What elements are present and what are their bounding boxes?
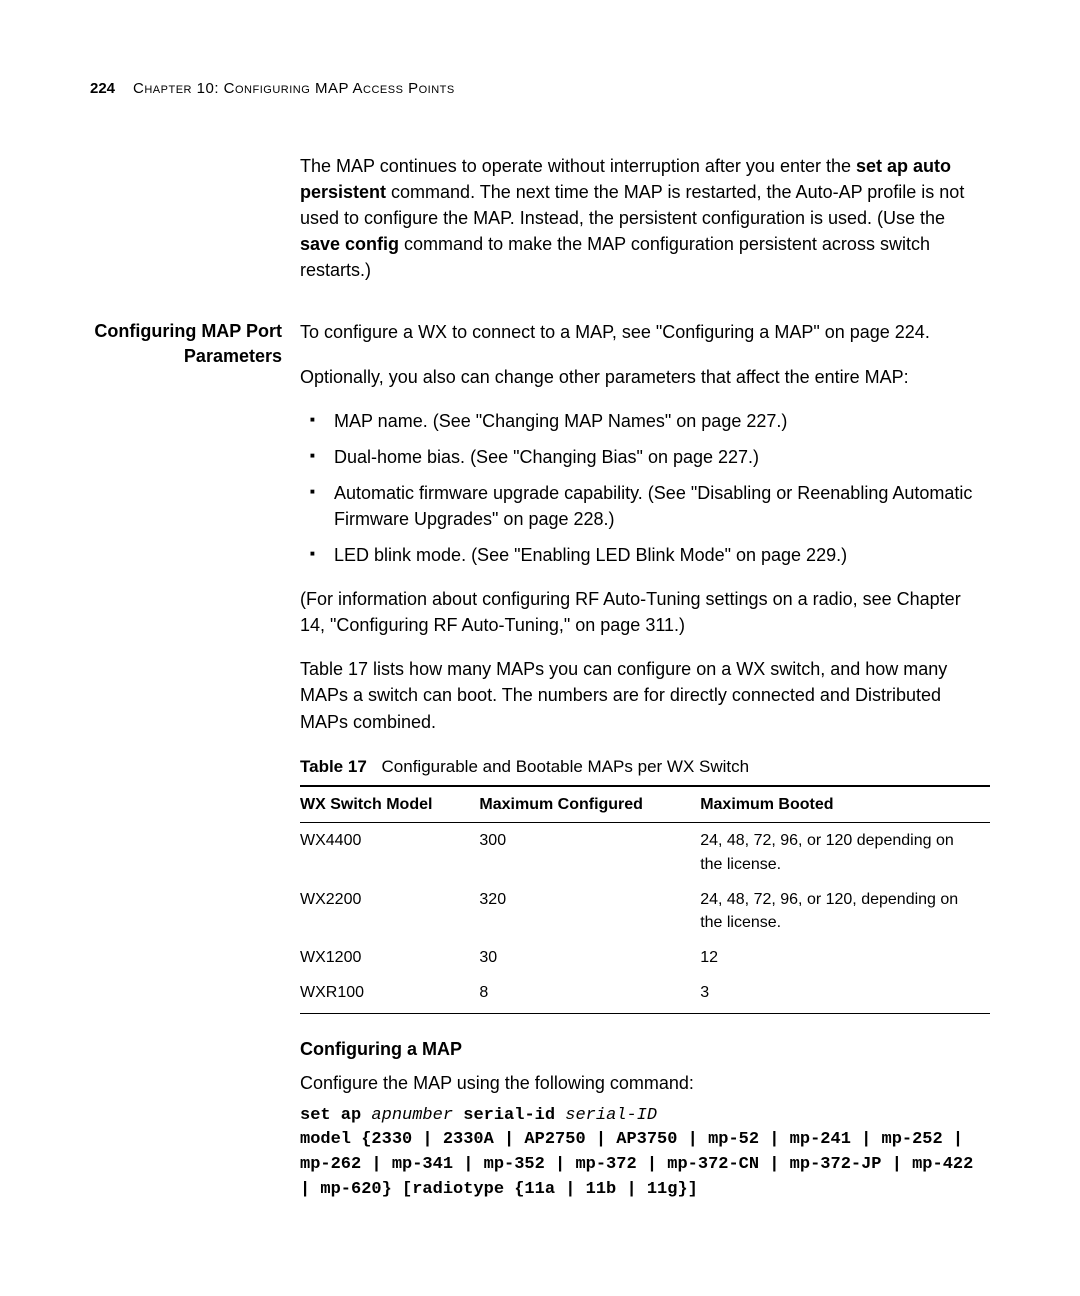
configmap-lead: Configure the MAP using the following co… — [300, 1070, 990, 1096]
side-heading: Configuring MAP Port Parameters — [90, 319, 300, 368]
list-item: LED blink mode. (See "Enabling LED Blink… — [322, 542, 990, 568]
cmd-arg: serial-ID — [565, 1106, 657, 1125]
table-cell: WX2200 — [300, 882, 479, 940]
page-number: 224 — [90, 80, 115, 97]
table-row: WX1200 30 12 — [300, 940, 990, 975]
chapter-title: Chapter 10: Configuring MAP Access Point… — [133, 80, 455, 97]
table-cell: 30 — [479, 940, 700, 975]
table-col-header: Maximum Configured — [479, 786, 700, 823]
table-cell: 24, 48, 72, 96, or 120 depending on the … — [700, 823, 990, 882]
table-cell: 24, 48, 72, 96, or 120, depending on the… — [700, 882, 990, 940]
table-cell: WXR100 — [300, 975, 479, 1013]
maps-table: WX Switch Model Maximum Configured Maxim… — [300, 785, 990, 1013]
table-cell: 8 — [479, 975, 700, 1013]
table-cell: 3 — [700, 975, 990, 1013]
table-caption: Table 17 Configurable and Bootable MAPs … — [300, 755, 990, 780]
table-cell: 320 — [479, 882, 700, 940]
table-caption-text: Configurable and Bootable MAPs per WX Sw… — [382, 757, 750, 776]
intro-paragraph: The MAP continues to operate without int… — [300, 153, 990, 283]
table-cell: WX4400 — [300, 823, 479, 882]
cmd-kw: serial-id — [453, 1106, 565, 1125]
side-heading-line2: Parameters — [184, 346, 282, 366]
page: 224 Chapter 10: Configuring MAP Access P… — [0, 0, 1080, 1262]
intro-row: The MAP continues to operate without int… — [90, 153, 990, 301]
side-heading-line1: Configuring MAP Port — [94, 321, 282, 341]
table-caption-label: Table 17 — [300, 757, 367, 776]
bullet-list: MAP name. (See "Changing MAP Names" on p… — [300, 408, 990, 568]
page-header: 224 Chapter 10: Configuring MAP Access P… — [90, 80, 990, 97]
table-cell: 12 — [700, 940, 990, 975]
section-p1: To configure a WX to connect to a MAP, s… — [300, 319, 990, 345]
subheading-configuring-map: Configuring a MAP — [300, 1036, 990, 1062]
list-item: MAP name. (See "Changing MAP Names" on p… — [322, 408, 990, 434]
cmd-arg: apnumber — [371, 1106, 453, 1125]
list-item: Automatic firmware upgrade capability. (… — [322, 480, 990, 532]
list-item: Dual-home bias. (See "Changing Bias" on … — [322, 444, 990, 470]
cmd-rest: model {2330 | 2330A | AP2750 | AP3750 | … — [300, 1130, 984, 1198]
section-p4: Table 17 lists how many MAPs you can con… — [300, 656, 990, 734]
intro-bold-2: save config — [300, 234, 399, 254]
section-p2: Optionally, you also can change other pa… — [300, 364, 990, 390]
table-cell: 300 — [479, 823, 700, 882]
table-row: WX2200 320 24, 48, 72, 96, or 120, depen… — [300, 882, 990, 940]
intro-text-b: command. The next time the MAP is restar… — [300, 182, 964, 228]
table-header-row: WX Switch Model Maximum Configured Maxim… — [300, 786, 990, 823]
section-col: To configure a WX to connect to a MAP, s… — [300, 319, 990, 1202]
table-row: WXR100 8 3 — [300, 975, 990, 1013]
command-block: set ap apnumber serial-id serial-ID mode… — [300, 1104, 990, 1203]
intro-text-a: The MAP continues to operate without int… — [300, 156, 856, 176]
table-col-header: WX Switch Model — [300, 786, 479, 823]
intro-col: The MAP continues to operate without int… — [300, 153, 990, 301]
table-cell: WX1200 — [300, 940, 479, 975]
section-p3: (For information about configuring RF Au… — [300, 586, 990, 638]
table-col-header: Maximum Booted — [700, 786, 990, 823]
section-row: Configuring MAP Port Parameters To confi… — [90, 319, 990, 1202]
table-row: WX4400 300 24, 48, 72, 96, or 120 depend… — [300, 823, 990, 882]
cmd-kw: set ap — [300, 1106, 371, 1125]
